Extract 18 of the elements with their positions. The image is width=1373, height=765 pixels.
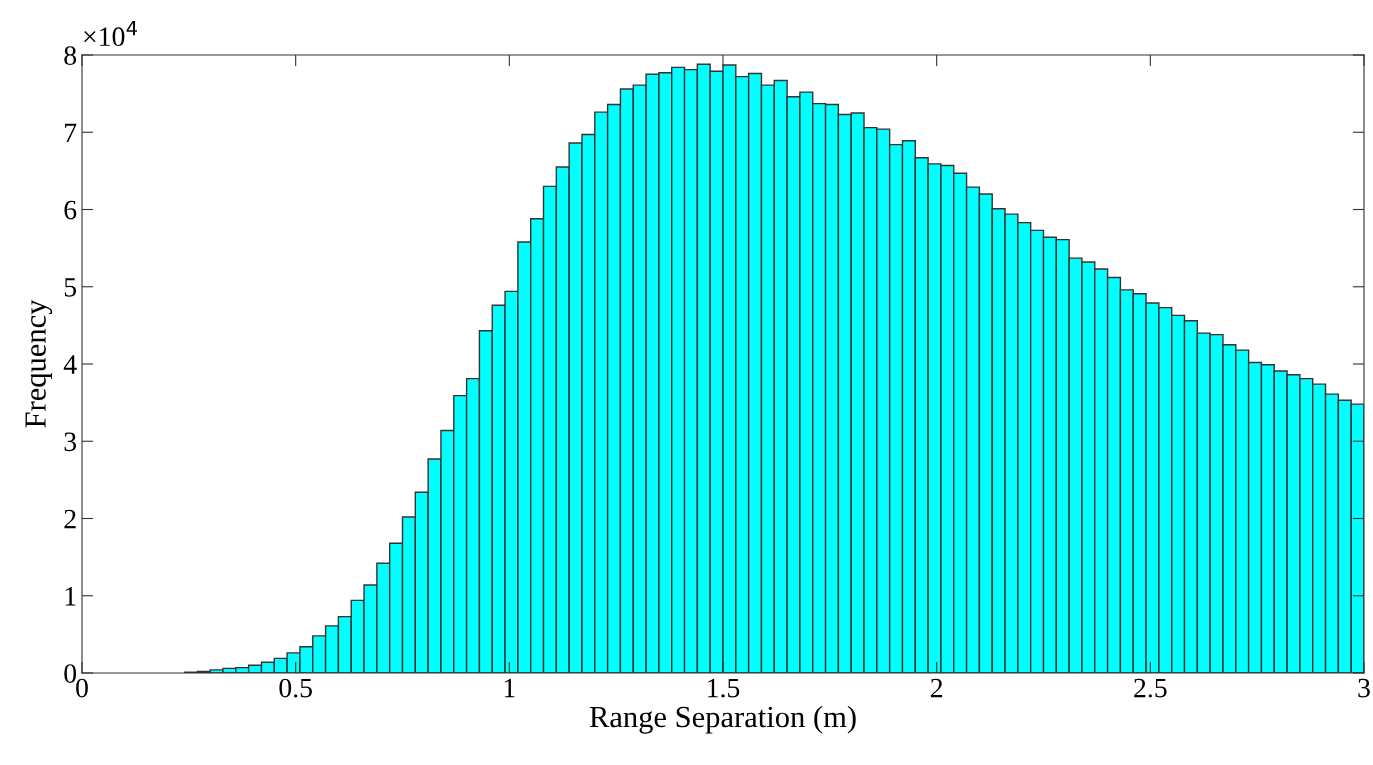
x-tick-label: 2.5 bbox=[1134, 678, 1167, 698]
x-tick-label: 1.5 bbox=[708, 678, 740, 698]
y-axis-title: Frequency bbox=[25, 299, 53, 428]
y-tick-label: 2 bbox=[64, 509, 76, 529]
y-tick-label: 1 bbox=[65, 587, 76, 606]
y-tick-label: 6 bbox=[64, 200, 77, 220]
x-tick-label: 2 bbox=[930, 678, 943, 698]
y-tick-label: 5 bbox=[64, 278, 77, 297]
y-tick-label: 4 bbox=[63, 355, 77, 374]
y-tick-label: 0 bbox=[64, 664, 77, 683]
y-tick-label: 3 bbox=[64, 432, 77, 452]
x-tick-label: 1 bbox=[504, 678, 515, 698]
x-axis-title: Range Separation (m) bbox=[589, 705, 856, 734]
y-tick-label: 8 bbox=[64, 46, 77, 65]
text: ×10$^{4}$ bbox=[84, 20, 137, 47]
x-tick-label: 0.5 bbox=[279, 678, 312, 698]
y-tick-label: 7 bbox=[65, 123, 77, 142]
x-tick-label: 3 bbox=[1358, 678, 1370, 698]
